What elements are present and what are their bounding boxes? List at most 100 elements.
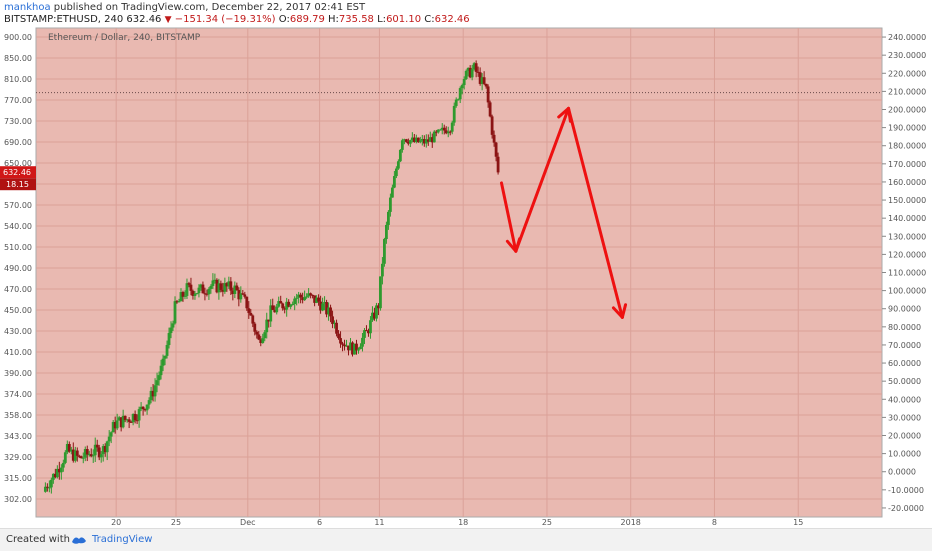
candle-body [101,446,105,455]
candle-body [133,413,137,421]
candle-body [97,447,101,458]
candle-body [444,130,448,134]
candle-body [277,301,281,307]
candle-body [243,294,247,297]
right-tick-label: 220.0000 [888,69,926,78]
candle-body [315,297,319,303]
candle-body [185,283,189,296]
low-value: 601.10 [386,14,422,25]
candle-body [333,322,336,325]
candle-body [490,116,494,135]
candle-body [261,338,265,344]
candle-body [454,99,458,106]
candle-body [217,283,221,293]
candle-body [341,343,344,345]
candle-body [458,88,462,100]
candle-body [392,176,396,188]
candle-body [375,305,378,319]
candle-body [231,290,235,294]
candle-body [432,131,436,143]
candle-body [408,140,412,144]
left-tick-label: 490.00 [4,264,32,273]
candle-body [225,283,229,287]
candle-body [416,137,420,143]
down-arrow-icon: ▼ [164,15,172,25]
candle-body [402,139,406,141]
candle-body [183,295,187,297]
candle-body [209,285,213,289]
candle-body [109,432,113,437]
candle-body [430,137,434,143]
left-tick-label: 850.00 [4,54,32,63]
candle-body [105,441,109,453]
candle-body [95,444,99,448]
candle-body [398,149,402,162]
close-value: 632.46 [434,14,470,25]
x-tick-label: 18 [458,518,468,527]
candle-body [488,102,492,117]
tradingview-brand[interactable]: TradingView [92,534,153,545]
candle-body [111,422,115,433]
author-link[interactable]: mankhoa [4,2,51,13]
candle-body [309,293,313,295]
candle-body [448,131,452,133]
candle-body [169,327,173,334]
arrow-head [611,306,624,319]
candle-body [305,296,309,298]
candle-body [343,344,346,347]
candle-body [383,239,386,264]
candle-body [61,462,65,468]
candle-body [145,404,149,411]
candle-body [219,283,223,290]
candle-body [125,419,129,421]
candle-body [440,127,444,130]
left-tick-label: 410.00 [4,348,32,357]
candle-body [422,138,426,144]
candle-body [281,303,285,309]
candle-body [107,436,111,442]
candle-body [273,309,277,313]
right-tick-label: 60.0000 [888,359,921,368]
candle-body [313,295,317,303]
candle-body [349,342,352,351]
candle-body [468,67,472,78]
candle-body [195,293,199,295]
candle-body [412,137,416,142]
candle-body [205,293,209,295]
right-tick-label: -10.0000 [888,486,924,495]
candle-body [141,406,145,410]
arrow-head [557,106,570,119]
arrow-segment [566,106,624,319]
right-tick-label: 140.0000 [888,214,926,223]
right-tick-label: 30.0000 [888,413,921,422]
price-chart[interactable]: 302.00 315.00 329.00 343.00 358.00 374.00 390.… [0,0,932,528]
high-label: H: [328,14,339,25]
x-tick-label: 2018 [621,518,641,527]
left-tick-label: 900.00 [4,33,32,42]
candle-body [321,303,324,311]
candle-body [291,304,295,306]
candle-body [476,71,480,73]
candle-body [406,141,410,144]
x-tick-label: 11 [374,518,384,527]
candle-body [119,417,123,428]
candle-body [317,297,320,302]
candle-body [299,294,303,298]
candle-body [285,301,289,310]
candle-body [189,284,193,291]
candle-body [255,331,259,335]
candle-body [51,473,55,480]
candle-body [496,156,500,173]
candle-body [462,79,466,86]
candle-body [245,296,249,309]
candle-body [331,316,334,325]
candle-body [239,293,243,300]
right-tick-label: 160.0000 [888,178,926,187]
candle-body [103,446,107,453]
right-tick-label: 90.0000 [888,305,921,314]
candle-body [492,134,496,143]
candle-body [369,320,372,334]
candle-body [486,86,490,103]
candle-body [339,338,342,344]
candle-body [301,297,305,301]
